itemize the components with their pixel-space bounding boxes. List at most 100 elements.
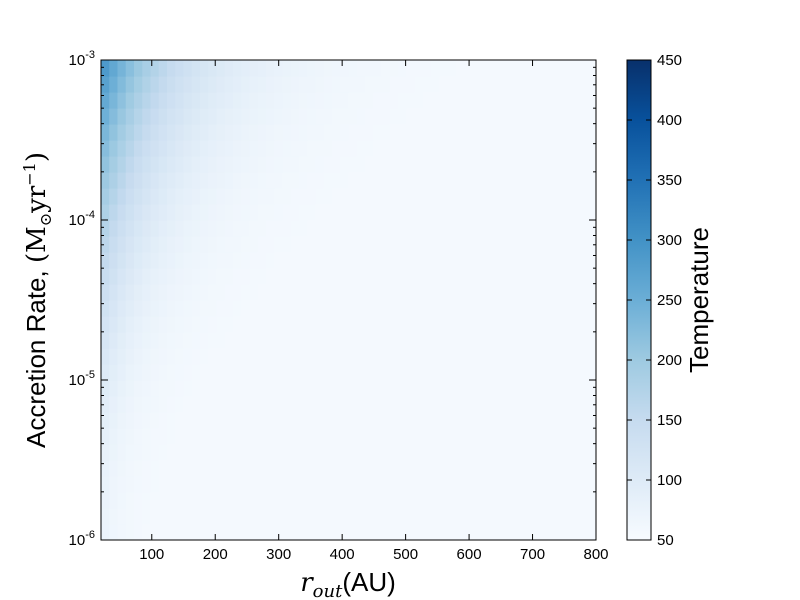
heatmap-cell bbox=[513, 188, 523, 205]
heatmap-cell bbox=[241, 348, 251, 365]
heatmap-cell bbox=[274, 316, 284, 333]
heatmap-cell bbox=[563, 460, 572, 477]
heatmap-cell bbox=[274, 508, 284, 525]
heatmap-cell bbox=[224, 364, 234, 381]
heatmap-cell bbox=[257, 348, 267, 365]
heatmap-cell bbox=[109, 332, 119, 349]
heatmap-cell bbox=[150, 172, 160, 189]
heatmap-cell bbox=[406, 236, 416, 253]
heatmap-cell bbox=[323, 172, 333, 189]
heatmap-cell bbox=[323, 76, 333, 93]
heatmap-cell bbox=[439, 140, 449, 157]
heatmap-cell bbox=[538, 364, 548, 381]
heatmap-cell bbox=[422, 172, 432, 189]
heatmap-cell bbox=[332, 380, 341, 397]
heatmap-cell bbox=[455, 444, 465, 461]
heatmap-cell bbox=[282, 460, 292, 477]
heatmap-cell bbox=[480, 348, 490, 365]
heatmap-cell bbox=[142, 300, 152, 317]
heatmap-cell bbox=[224, 380, 234, 397]
heatmap-cell bbox=[455, 476, 465, 493]
heatmap-cell bbox=[381, 204, 391, 221]
heatmap-cell bbox=[464, 444, 473, 461]
heatmap-cell bbox=[563, 332, 572, 349]
heatmap-cell bbox=[224, 460, 234, 477]
heatmap-cell bbox=[422, 316, 432, 333]
x-tick-label: 100 bbox=[139, 546, 164, 563]
heatmap-cell bbox=[150, 156, 160, 173]
heatmap-cell bbox=[340, 364, 350, 381]
heatmap-cell bbox=[233, 156, 242, 173]
heatmap-cell bbox=[257, 364, 267, 381]
heatmap-cell bbox=[340, 124, 350, 141]
heatmap-cell bbox=[208, 172, 218, 189]
heatmap-cell bbox=[233, 252, 242, 269]
heatmap-cell bbox=[299, 476, 308, 493]
heatmap-cell bbox=[398, 476, 407, 493]
heatmap-cell bbox=[480, 124, 490, 141]
heatmap-cell bbox=[167, 124, 176, 141]
heatmap-cell bbox=[101, 332, 110, 349]
heatmap-cell bbox=[414, 396, 424, 413]
heatmap-cell bbox=[290, 476, 300, 493]
heatmap-cell bbox=[373, 412, 383, 429]
heatmap-cell bbox=[431, 300, 440, 317]
heatmap-cell bbox=[332, 332, 341, 349]
heatmap-cell bbox=[191, 380, 201, 397]
heatmap-cell bbox=[208, 140, 218, 157]
heatmap-cell bbox=[241, 76, 251, 93]
heatmap-cell bbox=[150, 268, 160, 285]
heatmap-cell bbox=[480, 76, 490, 93]
heatmap-cell bbox=[422, 460, 432, 477]
heatmap-cell bbox=[513, 284, 523, 301]
heatmap-cell bbox=[381, 172, 391, 189]
heatmap-cell bbox=[241, 492, 251, 509]
heatmap-cell bbox=[150, 76, 160, 93]
heatmap-cell bbox=[464, 332, 473, 349]
heatmap-cell bbox=[480, 268, 490, 285]
heatmap-cell bbox=[224, 300, 234, 317]
heatmap-cell bbox=[323, 124, 333, 141]
heatmap-cell bbox=[142, 60, 152, 77]
heatmap-cell bbox=[505, 92, 515, 109]
heatmap-cell bbox=[530, 300, 539, 317]
heatmap-cell bbox=[538, 332, 548, 349]
heatmap-cell bbox=[167, 300, 176, 317]
heatmap-cell bbox=[431, 76, 440, 93]
heatmap-cell bbox=[323, 364, 333, 381]
heatmap-cell bbox=[447, 92, 457, 109]
heatmap-cell bbox=[521, 108, 531, 125]
heatmap-cell bbox=[158, 188, 168, 205]
heatmap-cell bbox=[282, 60, 292, 77]
heatmap-cell bbox=[488, 220, 498, 237]
heatmap-cell bbox=[381, 380, 391, 397]
heatmap-cell bbox=[241, 428, 251, 445]
heatmap-cell bbox=[241, 252, 251, 269]
heatmap-cell bbox=[323, 444, 333, 461]
heatmap-cell bbox=[200, 156, 209, 173]
heatmap-cell bbox=[158, 124, 168, 141]
heatmap-cell bbox=[348, 444, 358, 461]
heatmap-cell bbox=[266, 124, 275, 141]
heatmap-cell bbox=[200, 508, 209, 525]
heatmap-cell bbox=[587, 92, 596, 109]
heatmap-cell bbox=[414, 508, 424, 525]
heatmap-cell bbox=[356, 524, 366, 540]
heatmap-cell bbox=[340, 188, 350, 205]
heatmap-cell bbox=[282, 476, 292, 493]
heatmap-cell bbox=[208, 156, 218, 173]
heatmap-cell bbox=[464, 60, 473, 77]
x-axis-label-unit: (AU) bbox=[342, 567, 395, 597]
heatmap-cell bbox=[505, 476, 515, 493]
heatmap-cell bbox=[282, 492, 292, 509]
heatmap-cell bbox=[505, 492, 515, 509]
heatmap-cell bbox=[200, 76, 209, 93]
heatmap-cell bbox=[587, 204, 596, 221]
heatmap-cell bbox=[290, 332, 300, 349]
heatmap-cell bbox=[422, 348, 432, 365]
heatmap-cell bbox=[571, 348, 581, 365]
heatmap-cell bbox=[398, 188, 407, 205]
heatmap-cell bbox=[257, 476, 267, 493]
heatmap-cell bbox=[249, 412, 259, 429]
heatmap-cell bbox=[406, 524, 416, 540]
